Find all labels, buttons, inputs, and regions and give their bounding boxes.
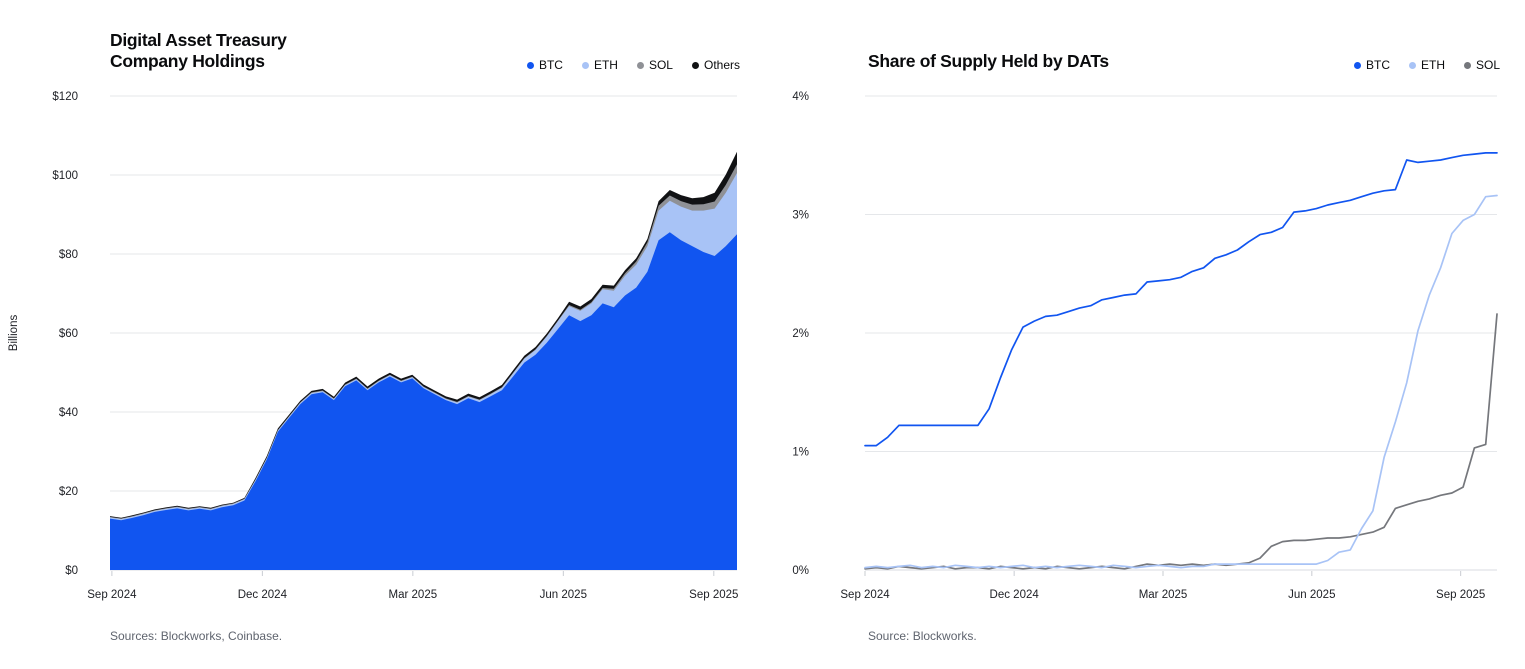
left-chart-source: Sources: Blockworks, Coinbase. (110, 629, 283, 643)
x-tick-label: Mar 2025 (1139, 589, 1188, 601)
x-tick-label: Sep 2024 (87, 589, 137, 601)
x-tick-label: Jun 2025 (540, 589, 587, 601)
left-chart-title-line1: Digital Asset Treasury (110, 30, 287, 50)
y-tick-label: $60 (59, 328, 78, 340)
y-tick-label: $20 (59, 486, 78, 498)
legend-dot-eth (581, 61, 589, 69)
legend-item-sol: SOL (636, 58, 673, 72)
legend-dot-eth (1408, 61, 1416, 69)
x-tick-label: Sep 2024 (840, 589, 890, 601)
legend-item-sol: SOL (1463, 58, 1500, 72)
right-chart-legend: BTC ETH SOL (1160, 57, 1500, 73)
legend-item-others: Others (691, 58, 740, 72)
legend-label: ETH (593, 58, 618, 72)
right-chart-title-line1: Share of Supply Held by DATs (868, 51, 1109, 71)
legend-label: BTC (538, 58, 563, 72)
area-btc (110, 232, 737, 571)
legend-label: SOL (1475, 58, 1500, 72)
left-chart-plot: $120 $100 $80 $60 $40 $20 $0 Sep 2024 Dec 2024 Ma… (52, 91, 738, 601)
y-tick-label: 0% (792, 565, 809, 577)
y-tick-label: 4% (792, 91, 809, 103)
y-tick-label: 3% (792, 210, 809, 222)
x-tick-label: Dec 2024 (990, 589, 1040, 601)
left-chart-title-line2: Company Holdings (110, 51, 265, 71)
line-eth (864, 194, 1498, 569)
y-tick-label: $120 (52, 91, 78, 103)
legend-dot-others (691, 61, 699, 69)
y-tick-label: $0 (65, 565, 78, 577)
legend-item-eth: ETH (1408, 58, 1445, 72)
legend-label: Others (703, 58, 740, 72)
legend-dot-sol (1463, 61, 1471, 69)
y-tick-label: $100 (52, 170, 78, 182)
right-chart-title: Share of Supply Held by DATs (868, 51, 1109, 72)
legend-dot-btc (1353, 61, 1361, 69)
legend-item-btc: BTC (1353, 58, 1390, 72)
line-btc (864, 152, 1498, 447)
x-tick-label: Sep 2025 (1436, 589, 1485, 601)
right-chart-plot: 4% 3% 2% 1% 0% Sep 2024 Dec 2024 Mar 2025 Jun 20… (792, 91, 1498, 601)
legend-item-eth: ETH (581, 58, 618, 72)
x-tick-label: Dec 2024 (238, 589, 288, 601)
legend-label: BTC (1365, 58, 1390, 72)
left-chart-legend: BTC ETH SOL Others (400, 57, 740, 73)
legend-dot-btc (526, 61, 534, 69)
right-chart-source: Source: Blockworks. (868, 629, 977, 643)
y-tick-label: 2% (792, 328, 809, 340)
x-tick-label: Sep 2025 (689, 589, 738, 601)
legend-label: ETH (1420, 58, 1445, 72)
x-tick-label: Jun 2025 (1288, 589, 1335, 601)
legend-dot-sol (636, 61, 644, 69)
left-chart-title: Digital Asset Treasury Company Holdings (110, 30, 287, 72)
y-tick-label: 1% (792, 447, 809, 459)
y-tick-label: $80 (59, 249, 78, 261)
x-tick-label: Mar 2025 (389, 589, 438, 601)
line-sol (864, 313, 1498, 570)
legend-item-btc: BTC (526, 58, 563, 72)
y-tick-label: $40 (59, 407, 78, 419)
legend-label: SOL (648, 58, 673, 72)
